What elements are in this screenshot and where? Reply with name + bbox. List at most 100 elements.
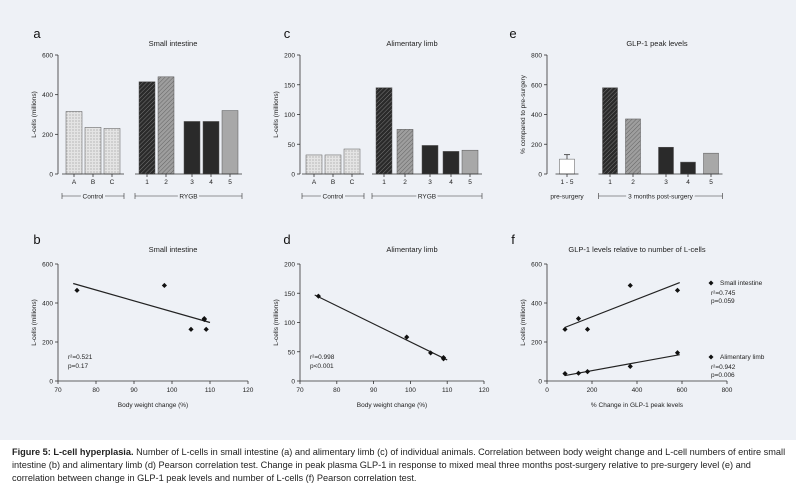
x-tick-label: 90 — [130, 387, 138, 394]
fit-line-f-1 — [564, 354, 680, 377]
caption-label: Figure 5: L-cell hyperplasia. — [12, 447, 134, 457]
y-tick-label: 150 — [284, 291, 295, 298]
data-point-f-1-0 — [562, 370, 568, 377]
y-tick-label: 0 — [49, 379, 53, 386]
x-tick-label: 4 — [209, 179, 213, 186]
y-tick-label: 100 — [284, 112, 295, 119]
x-tick-label: 1 — [382, 179, 386, 186]
y-tick-label: 0 — [538, 172, 542, 179]
figure-panel-area: a Small intestine 0 200 400 600 L-cells (milli… — [0, 0, 796, 440]
panel-letter-b: b — [33, 232, 40, 247]
legend-marker-0 — [708, 280, 714, 286]
stats-text: r²=0.745 — [711, 290, 736, 297]
y-tick-label: 400 — [42, 92, 53, 99]
bar-e-0 — [559, 158, 575, 175]
x-tick-label: 4 — [686, 179, 690, 186]
data-point-d-1 — [404, 334, 410, 340]
x-tick-label: 5 — [709, 179, 713, 186]
chart-title-c: Alimentary limb — [386, 39, 437, 48]
y-axis-label-e: % compared to pre-surgery — [520, 74, 527, 154]
x-tick-label: 600 — [677, 387, 688, 394]
group-label: Control — [323, 194, 345, 201]
panel-letter-c: c — [284, 26, 291, 41]
bar-a-1 — [84, 127, 102, 175]
bar-c-3 — [375, 87, 393, 175]
x-tick-label: 3 — [664, 179, 668, 186]
y-axis-label-d: L-cells (millions) — [273, 299, 280, 346]
group-label: RYGB — [179, 194, 197, 201]
x-tick-label: 110 — [205, 387, 216, 394]
stats-text: p=0.006 — [711, 372, 735, 379]
bar-c-2 — [343, 148, 361, 175]
x-tick-label: 800 — [722, 387, 733, 394]
y-tick-label: 600 — [42, 262, 53, 269]
fit-line-b — [73, 282, 211, 324]
x-tick-label: 400 — [632, 387, 643, 394]
bar-a-4 — [157, 76, 175, 175]
x-tick-label: 70 — [296, 387, 304, 394]
x-tick-label: 110 — [442, 387, 453, 394]
bar-c-4 — [396, 129, 414, 175]
bar-a-6 — [202, 121, 220, 175]
x-tick-label: 100 — [167, 387, 178, 394]
bar-a-5 — [183, 121, 201, 175]
x-tick-label: 3 — [428, 179, 432, 186]
x-tick-label: 1 - 5 — [560, 179, 573, 186]
group-label: RYGB — [418, 194, 436, 201]
x-tick-label: 80 — [333, 387, 341, 394]
chart-title-a: Small intestine — [149, 39, 198, 48]
y-tick-label: 200 — [531, 142, 542, 149]
y-tick-label: 50 — [288, 142, 296, 149]
x-tick-label: C — [350, 179, 355, 186]
bar-c-7 — [461, 149, 479, 175]
stats-text: p=0.059 — [711, 298, 735, 305]
data-point-b-4 — [201, 316, 207, 323]
bar-a-2 — [103, 128, 121, 175]
data-point-f-0-2 — [584, 326, 591, 332]
y-tick-label: 0 — [538, 379, 542, 386]
data-point-d-2 — [428, 350, 434, 356]
x-tick-label: 120 — [243, 387, 254, 394]
y-axis-label-f: L-cells (millions) — [520, 299, 527, 346]
x-tick-label: A — [312, 179, 317, 186]
chart-title-d: Alimentary limb — [386, 245, 437, 254]
y-tick-label: 100 — [284, 320, 295, 327]
x-tick-label: A — [72, 179, 77, 186]
y-tick-label: 400 — [531, 112, 542, 119]
data-point-f-0-0 — [562, 326, 568, 332]
chart-title-f: GLP-1 levels relative to number of L-cel… — [568, 245, 705, 254]
y-tick-label: 400 — [531, 301, 542, 308]
bar-c-0 — [305, 154, 323, 175]
legend-marker-1 — [708, 354, 714, 360]
x-tick-label: 120 — [479, 387, 490, 394]
stats-text: r²=0.998 — [310, 354, 335, 361]
fit-line-d — [314, 294, 448, 361]
x-axis-label-b: Body weight change (%) — [118, 402, 188, 409]
bar-e-2 — [625, 118, 641, 175]
x-tick-label: 3 — [190, 179, 194, 186]
x-axis-label-f: % Change in GLP-1 peak levels — [591, 402, 684, 409]
caption-text: Number of L-cells in small intestine (a)… — [12, 447, 786, 483]
legend-label-0: Small intestine — [720, 280, 763, 287]
bar-c-5 — [421, 145, 439, 175]
group-label: Control — [83, 194, 105, 201]
y-tick-label: 50 — [288, 349, 296, 356]
y-tick-label: 200 — [284, 53, 295, 60]
figure-caption: Figure 5: L-cell hyperplasia. Number of … — [12, 446, 790, 485]
y-tick-label: 200 — [284, 262, 295, 269]
y-tick-label: 600 — [531, 82, 542, 89]
y-tick-label: 600 — [531, 262, 542, 269]
data-point-b-0 — [74, 287, 80, 293]
bar-a-3 — [138, 81, 156, 175]
data-point-f-1-2 — [584, 369, 591, 375]
stats-text: p=0.17 — [68, 363, 88, 370]
data-point-b-5 — [203, 326, 209, 332]
data-point-f-0-4 — [674, 287, 681, 293]
x-tick-label: C — [110, 179, 115, 186]
x-axis-label-d: Body weight change (%) — [357, 402, 427, 409]
stats-text: r²=0.942 — [711, 364, 736, 371]
chart-title-e: GLP-1 peak levels — [626, 39, 688, 48]
bar-a-7 — [221, 110, 239, 175]
group-label: 3 months post-surgery — [628, 194, 693, 201]
